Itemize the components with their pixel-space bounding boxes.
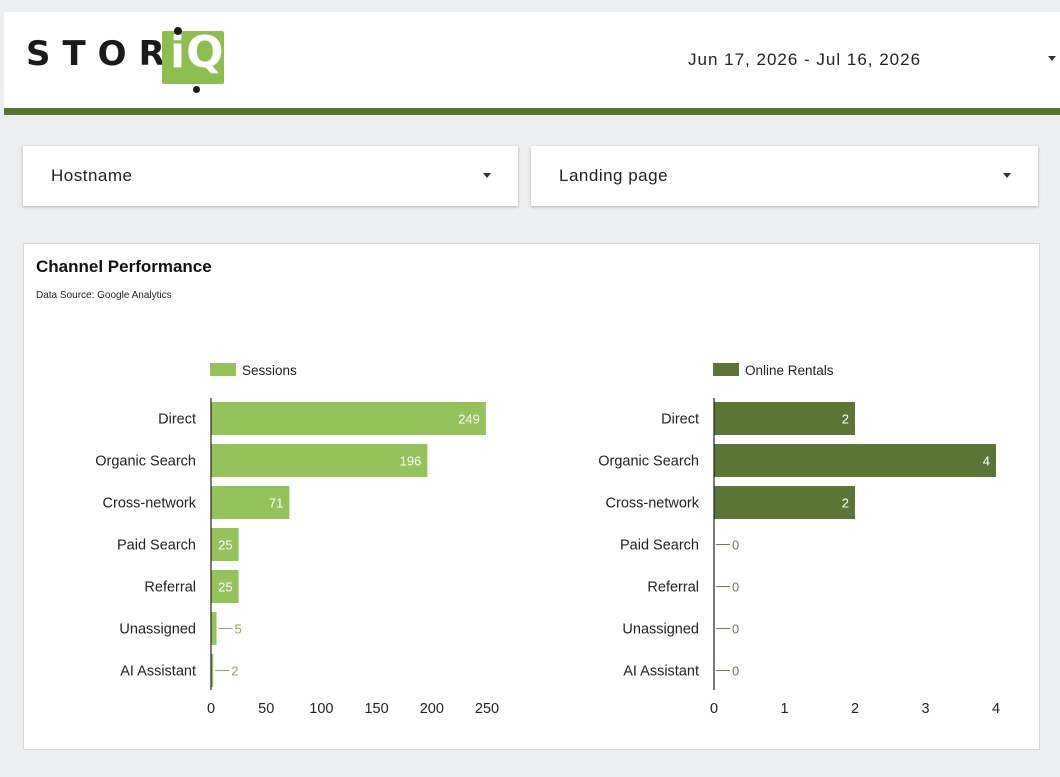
sessions-tick-label: 250: [475, 701, 499, 717]
sessions-category-label: Direct: [158, 412, 196, 428]
sessions-tick-label: 0: [207, 701, 215, 717]
hostname-filter[interactable]: Hostname: [23, 146, 518, 206]
logo-text: STOR: [26, 34, 177, 74]
rentals-tick-label: 0: [710, 701, 718, 717]
rentals-bar: [714, 486, 855, 519]
sessions-category-label: Paid Search: [117, 538, 196, 554]
sessions-category-label: Organic Search: [95, 454, 196, 470]
caret-down-icon[interactable]: [1003, 173, 1011, 178]
rentals-bar: [714, 444, 996, 477]
sessions-data-label: 25: [218, 580, 232, 595]
logo-iq-text: iQ: [170, 27, 225, 78]
rentals-category-label: Cross-network: [606, 496, 700, 512]
landing-page-filter[interactable]: Landing page: [531, 146, 1038, 206]
sessions-bar: [211, 528, 239, 561]
sessions-bar: [211, 402, 486, 435]
sessions-category-label: AI Assistant: [120, 664, 196, 680]
rentals-data-label: 0: [732, 580, 739, 595]
sessions-legend-label: Sessions: [242, 363, 297, 378]
rentals-data-label: 2: [842, 496, 849, 511]
rentals-data-label: 0: [732, 664, 739, 679]
sessions-tick-label: 100: [309, 701, 333, 717]
rentals-legend-label: Online Rentals: [745, 363, 834, 378]
logo-dot-icon: [174, 27, 182, 35]
rentals-data-label: 2: [842, 412, 849, 427]
logo-iq-mark: iQ: [162, 27, 224, 84]
rentals-data-label: 0: [732, 538, 739, 553]
sessions-tick-label: 200: [420, 701, 444, 717]
sessions-tick-label: 150: [364, 701, 388, 717]
sessions-category-label: Unassigned: [119, 622, 196, 638]
rentals-category-label: Paid Search: [620, 538, 699, 554]
rentals-data-label: 4: [983, 454, 990, 469]
sessions-bar: [211, 654, 214, 687]
sessions-data-label: 249: [458, 412, 480, 427]
sessions-tick-label: 50: [258, 701, 274, 717]
sessions-data-label: 5: [235, 622, 242, 637]
rentals-bar: [714, 402, 855, 435]
caret-down-icon[interactable]: [1048, 56, 1056, 61]
storiq-logo: STOR iQ: [24, 20, 224, 96]
landing-page-filter-label: Landing page: [559, 166, 669, 185]
rentals-category-label: Direct: [661, 412, 699, 428]
rentals-category-label: Unassigned: [622, 622, 699, 638]
rentals-tick-label: 4: [992, 701, 1000, 717]
panel-title: Channel Performance: [36, 257, 212, 276]
data-source-label: Data Source: Google Analytics: [36, 290, 172, 301]
sessions-bar: [211, 444, 428, 477]
logo-dot-icon: [193, 86, 200, 93]
sessions-data-label: 71: [269, 496, 283, 511]
channel-performance-panel: Channel Performance Data Source: Google …: [23, 243, 1040, 750]
hostname-filter-label: Hostname: [51, 166, 133, 185]
sessions-data-label: 25: [218, 538, 232, 553]
rentals-legend-swatch: [713, 363, 739, 376]
sessions-bar: [211, 486, 290, 519]
header-accent-bar: [4, 108, 1060, 115]
rentals-data-label: 0: [732, 622, 739, 637]
sessions-category-label: Cross-network: [103, 496, 197, 512]
sessions-bar: [211, 570, 239, 603]
sessions-legend-swatch: [210, 363, 236, 376]
date-range-picker[interactable]: Jun 17, 2026 - Jul 16, 2026: [688, 50, 922, 69]
rentals-category-label: Organic Search: [598, 454, 699, 470]
rentals-tick-label: 2: [851, 701, 859, 717]
rentals-tick-label: 1: [780, 701, 788, 717]
rentals-category-label: AI Assistant: [623, 664, 699, 680]
sessions-data-label: 196: [400, 454, 422, 469]
sessions-data-label: 2: [231, 664, 238, 679]
sessions-bar: [211, 612, 217, 645]
rentals-tick-label: 3: [921, 701, 929, 717]
sessions-category-label: Referral: [144, 580, 196, 596]
rentals-category-label: Referral: [647, 580, 699, 596]
caret-down-icon[interactable]: [483, 173, 491, 178]
